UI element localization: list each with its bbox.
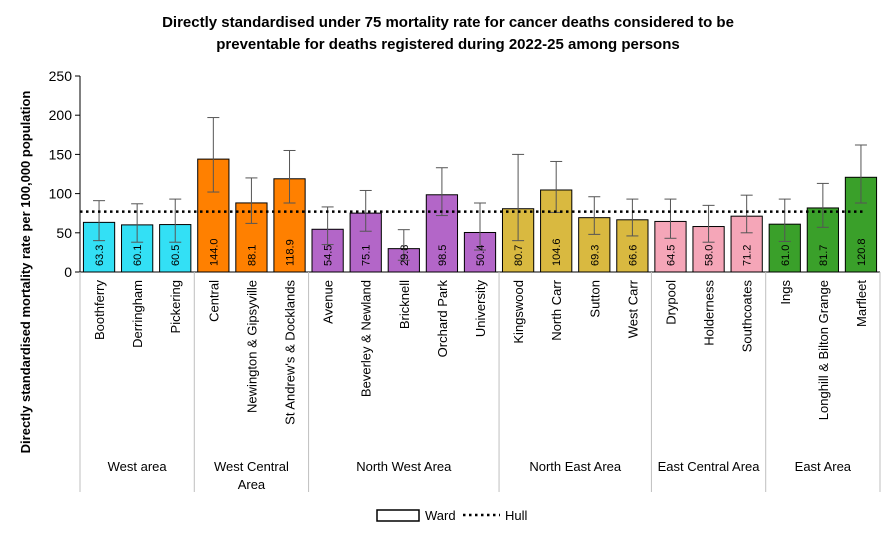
chart-title: Directly standardised under 75 mortality… bbox=[162, 14, 734, 53]
category-label: Boothferry bbox=[92, 280, 107, 340]
category-label: Bricknell bbox=[397, 280, 412, 329]
category-label: Pickering bbox=[168, 280, 183, 333]
data-label: 98.5 bbox=[437, 245, 449, 266]
category-label: Newington & Gipsyville bbox=[244, 280, 259, 413]
data-label: 61.0 bbox=[780, 245, 792, 266]
data-label: 88.1 bbox=[246, 245, 258, 266]
category-label: West Carr bbox=[625, 279, 640, 338]
category-label: University bbox=[473, 280, 488, 338]
category-label: Ings bbox=[778, 280, 793, 305]
group-label: West area bbox=[108, 459, 168, 474]
data-label: 66.6 bbox=[627, 245, 639, 266]
y-tick-label: 200 bbox=[49, 107, 73, 123]
category-label: Central bbox=[206, 280, 221, 322]
category-label: Southcoates bbox=[740, 280, 755, 353]
data-label: 29.8 bbox=[399, 245, 411, 266]
data-label: 54.5 bbox=[323, 245, 335, 266]
category-label: Marfleet bbox=[854, 280, 869, 327]
category-label: Orchard Park bbox=[435, 280, 450, 358]
category-label: North Carr bbox=[549, 279, 564, 340]
group-label: North East Area bbox=[529, 459, 622, 474]
y-tick-label: 150 bbox=[49, 146, 73, 162]
category-label: St Andrew's & Docklands bbox=[283, 280, 298, 425]
category-label: Holderness bbox=[702, 280, 717, 346]
group-label: Area bbox=[238, 477, 266, 492]
data-label: 144.0 bbox=[208, 238, 220, 266]
data-label: 104.6 bbox=[551, 238, 563, 266]
category-label: Sutton bbox=[587, 280, 602, 318]
category-label: Avenue bbox=[321, 280, 336, 324]
y-tick-label: 100 bbox=[49, 186, 73, 202]
legend-ward-label: Ward bbox=[425, 508, 456, 523]
data-label: 75.1 bbox=[361, 245, 373, 266]
category-label: Derringham bbox=[130, 280, 145, 348]
category-axis: Boothferry Derringham Pickering Central Newi… bbox=[79, 272, 881, 492]
bars: 63.3 60.1 60.5 144.0 88.1 118.9 54.5 75.1 29.8 98… bbox=[82, 117, 878, 273]
data-label: 60.1 bbox=[132, 245, 144, 266]
category-label: Drypool bbox=[663, 280, 678, 325]
group-label: North West Area bbox=[356, 459, 452, 474]
data-label: 80.7 bbox=[513, 245, 525, 266]
data-label: 118.9 bbox=[285, 239, 297, 266]
chart-title-line-2: preventable for deaths registered during… bbox=[216, 36, 679, 53]
y-tick-label: 250 bbox=[49, 68, 73, 84]
data-label: 69.3 bbox=[589, 245, 601, 266]
category-label: Kingswood bbox=[511, 280, 526, 344]
data-label: 63.3 bbox=[94, 245, 106, 266]
chart-title-line-1: Directly standardised under 75 mortality… bbox=[162, 14, 734, 31]
group-label: East Central Area bbox=[658, 459, 761, 474]
data-label: 81.7 bbox=[818, 245, 830, 266]
data-label: 120.8 bbox=[856, 238, 868, 266]
data-label: 50.4 bbox=[475, 245, 487, 266]
legend: Ward Hull bbox=[376, 508, 528, 523]
y-axis-label: Directly standardised mortality rate per… bbox=[18, 91, 33, 454]
y-tick-label: 0 bbox=[64, 264, 72, 280]
category-label: Beverley & Newland bbox=[359, 280, 374, 397]
y-tick-label: 50 bbox=[56, 225, 72, 241]
data-label: 64.5 bbox=[665, 245, 677, 266]
data-label: 58.0 bbox=[704, 245, 716, 266]
data-label: 71.2 bbox=[742, 245, 754, 266]
category-label: Longhill & Bilton Grange bbox=[816, 280, 831, 420]
group-label: West Central bbox=[214, 459, 289, 474]
legend-ward-swatch bbox=[376, 509, 420, 522]
legend-hull-label: Hull bbox=[505, 508, 528, 523]
group-label: East Area bbox=[795, 459, 852, 474]
data-label: 60.5 bbox=[170, 245, 182, 266]
